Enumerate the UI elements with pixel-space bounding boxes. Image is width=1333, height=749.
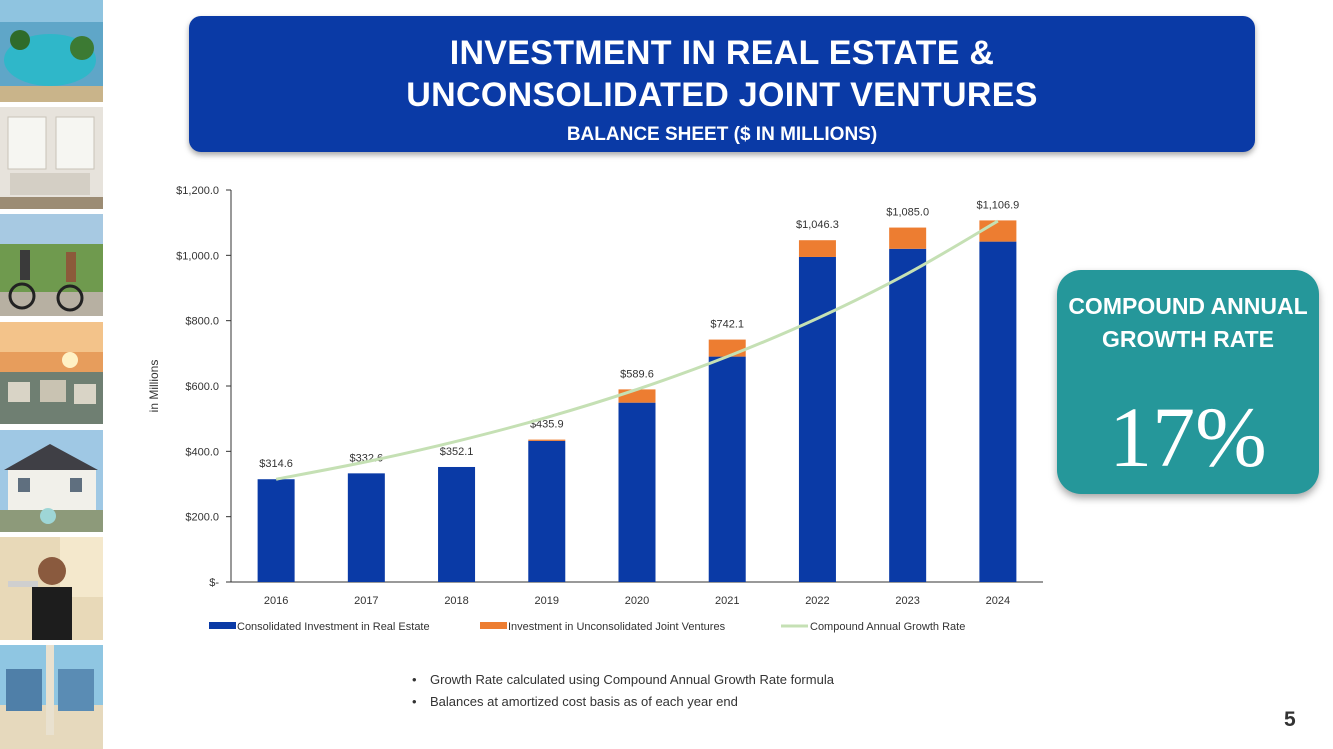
footnotes: Growth Rate calculated using Compound An… <box>410 670 834 714</box>
x-tick-label: 2020 <box>625 595 649 607</box>
data-label: $314.6 <box>259 458 293 470</box>
y-tick-label: $1,000.0 <box>176 250 219 262</box>
beach-chairs-photo <box>0 645 103 749</box>
bar-real-estate <box>257 479 295 582</box>
legend-label-real-estate: Consolidated Investment in Real Estate <box>237 621 430 633</box>
x-tick-label: 2018 <box>444 595 468 607</box>
legend-swatch-real-estate <box>209 622 236 629</box>
footnote-item: Balances at amortized cost basis as of e… <box>410 692 834 714</box>
y-tick-label: $1,200.0 <box>176 185 219 197</box>
bar-joint-ventures <box>708 339 746 357</box>
cagr-box: COMPOUND ANNUAL GROWTH RATE 17% <box>1057 270 1319 494</box>
investment-chart: $- $200.0 $400.0 $600.0 $800.0 $1,000.0 $1,200… <box>147 185 1043 633</box>
legend-label-joint-ventures: Investment in Unconsolidated Joint Ventu… <box>508 621 726 633</box>
bar-real-estate <box>438 466 476 582</box>
cagr-value: 17% <box>1109 389 1267 485</box>
data-label: $352.1 <box>440 446 474 458</box>
photo-strip <box>0 0 103 749</box>
data-label: $1,046.3 <box>796 219 839 231</box>
y-tick-label: $400.0 <box>185 446 219 458</box>
bar-real-estate <box>889 248 927 583</box>
data-label: $1,085.0 <box>886 207 929 219</box>
title-line-2: UNCONSOLIDATED JOINT VENTURES <box>406 76 1038 114</box>
x-tick-label: 2019 <box>535 595 559 607</box>
legend-swatch-joint-ventures <box>480 622 507 629</box>
bike-riders-photo <box>0 214 103 316</box>
title-line-1: INVESTMENT IN REAL ESTATE & <box>449 34 995 72</box>
data-label: $589.6 <box>620 368 654 380</box>
x-tick-label: 2023 <box>895 595 919 607</box>
legend-label-cagr: Compound Annual Growth Rate <box>810 621 965 633</box>
bar-real-estate <box>798 256 836 582</box>
y-tick-label: $600.0 <box>185 381 219 393</box>
x-tick-label: 2024 <box>986 595 1010 607</box>
data-label: $1,106.9 <box>976 199 1019 211</box>
bar-joint-ventures <box>889 227 927 249</box>
title-banner: INVESTMENT IN REAL ESTATE & UNCONSOLIDAT… <box>189 16 1255 152</box>
resort-pool-photo <box>0 0 103 102</box>
bar-joint-ventures <box>798 240 836 257</box>
bar-real-estate <box>528 440 566 582</box>
data-label: $435.9 <box>530 419 564 431</box>
y-tick-label: $800.0 <box>185 316 219 328</box>
bar-real-estate <box>708 356 746 582</box>
data-label: $742.1 <box>710 319 744 331</box>
server-with-drinks-photo <box>0 537 103 640</box>
bar-real-estate <box>618 402 656 582</box>
cagr-line <box>275 219 999 481</box>
bar-real-estate <box>979 241 1017 582</box>
scooter-house-photo <box>0 430 103 532</box>
x-tick-label: 2022 <box>805 595 829 607</box>
footnote-item: Growth Rate calculated using Compound An… <box>410 670 834 692</box>
y-tick-label: $- <box>209 577 219 589</box>
page-number: 5 <box>1284 708 1296 731</box>
y-tick-label: $200.0 <box>185 512 219 524</box>
living-room-photo <box>0 107 103 209</box>
x-tick-label: 2016 <box>264 595 288 607</box>
sunset-town-photo <box>0 322 103 424</box>
x-tick-label: 2021 <box>715 595 739 607</box>
y-axis-title: in Millions <box>147 360 161 413</box>
cagr-label: COMPOUND ANNUAL GROWTH RATE <box>1068 293 1308 352</box>
bar-joint-ventures <box>618 389 656 403</box>
bar-real-estate <box>347 473 385 582</box>
bar-joint-ventures <box>528 439 566 441</box>
bar-joint-ventures <box>979 220 1017 242</box>
x-tick-label: 2017 <box>354 595 378 607</box>
subtitle: BALANCE SHEET ($ IN MILLIONS) <box>566 124 878 145</box>
